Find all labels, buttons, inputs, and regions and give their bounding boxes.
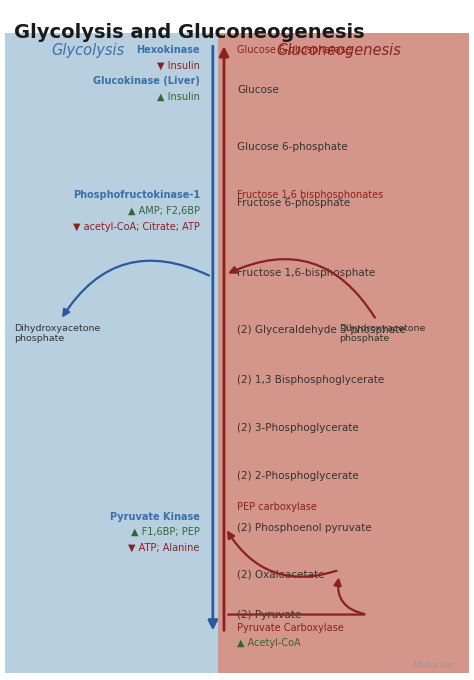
Text: PEP carboxylase: PEP carboxylase bbox=[237, 502, 317, 511]
Text: Glucose: Glucose bbox=[237, 85, 279, 95]
Text: Maducdoc: Maducdoc bbox=[412, 661, 456, 670]
Text: ▼ acetyl-CoA; Citrate; ATP: ▼ acetyl-CoA; Citrate; ATP bbox=[73, 222, 200, 232]
Text: Fructose 6-phosphate: Fructose 6-phosphate bbox=[237, 199, 350, 208]
Text: ▼ Insulin: ▼ Insulin bbox=[157, 61, 200, 71]
Text: (2) Oxaloacetate: (2) Oxaloacetate bbox=[237, 570, 325, 579]
Text: (2) 2-Phosphoglycerate: (2) 2-Phosphoglycerate bbox=[237, 471, 359, 481]
Text: Glycolysis and Gluconeogenesis: Glycolysis and Gluconeogenesis bbox=[14, 23, 365, 42]
Text: Dihydroxyacetone
phosphate: Dihydroxyacetone phosphate bbox=[14, 324, 100, 343]
Text: ▲ F1,6BP; PEP: ▲ F1,6BP; PEP bbox=[131, 527, 200, 537]
Text: (2) 3-Phosphoglycerate: (2) 3-Phosphoglycerate bbox=[237, 423, 359, 433]
Text: Glucose 6-phosphatase: Glucose 6-phosphatase bbox=[237, 45, 352, 55]
Text: ▲ AMP; F2,6BP: ▲ AMP; F2,6BP bbox=[128, 206, 200, 216]
Text: Phosphofructokinase-1: Phosphofructokinase-1 bbox=[73, 190, 200, 200]
Text: Fructose 1,6-bisphosphate: Fructose 1,6-bisphosphate bbox=[237, 269, 375, 278]
Text: Glucose 6-phosphate: Glucose 6-phosphate bbox=[237, 141, 347, 152]
Text: (2) Glyceraldehyde 3-phosphate: (2) Glyceraldehyde 3-phosphate bbox=[237, 325, 406, 335]
Text: Glucokinase (Liver): Glucokinase (Liver) bbox=[93, 76, 200, 86]
Text: (2) 1,3 Bisphosphoglycerate: (2) 1,3 Bisphosphoglycerate bbox=[237, 375, 384, 385]
Text: (2) Phosphoenol pyruvate: (2) Phosphoenol pyruvate bbox=[237, 523, 372, 533]
Bar bbox=[5, 33, 219, 673]
Text: Glycolysis: Glycolysis bbox=[51, 44, 125, 58]
Text: ▲ Insulin: ▲ Insulin bbox=[157, 92, 200, 102]
Bar bbox=[219, 33, 469, 673]
Text: Fructose 1,6 bisphosphonates: Fructose 1,6 bisphosphonates bbox=[237, 190, 383, 200]
Text: ▲ Acetyl-CoA: ▲ Acetyl-CoA bbox=[237, 639, 301, 648]
Text: Hexokinase: Hexokinase bbox=[136, 45, 200, 55]
Text: Dihydroxyacetone
phosphate: Dihydroxyacetone phosphate bbox=[339, 324, 426, 343]
Text: Pyruvate Carboxylase: Pyruvate Carboxylase bbox=[237, 623, 344, 633]
Text: Pyruvate Kinase: Pyruvate Kinase bbox=[110, 511, 200, 522]
Text: Gluconeogenesis: Gluconeogenesis bbox=[277, 44, 401, 58]
Text: ▼ ATP; Alanine: ▼ ATP; Alanine bbox=[128, 543, 200, 553]
Text: (2) Pyruvate: (2) Pyruvate bbox=[237, 609, 301, 619]
